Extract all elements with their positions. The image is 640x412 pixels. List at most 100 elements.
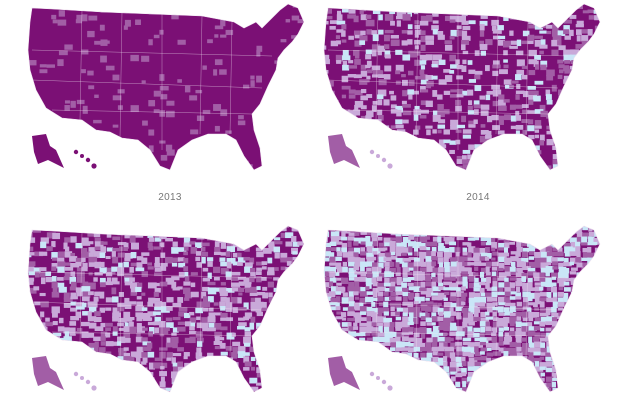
county-cell [195,331,203,338]
county-cell [599,154,600,161]
county-cell [588,145,595,150]
county-cell [426,246,431,251]
county-cell [539,321,546,327]
county-cell [395,286,404,293]
county-cell [232,397,240,400]
county-cell [581,89,587,96]
county-cell [557,291,564,297]
county-cell [390,306,395,312]
county-cell [237,287,245,293]
county-cell [183,227,191,234]
county-cell [166,322,174,329]
county-cell [551,336,560,342]
county-cell [462,227,469,234]
county-cell [341,242,347,250]
county-cell [594,60,600,66]
county-cell [105,65,115,71]
county-cell [444,241,454,245]
county-cell [521,391,528,392]
county-cell [521,144,530,152]
county-cell [105,322,113,327]
county-cell [533,14,538,19]
county-cell [184,312,191,319]
county-cell [33,391,42,392]
county-cell [383,247,388,251]
county-cell [384,227,391,232]
county-cell [557,332,565,339]
county-cell [491,286,498,291]
state-border [51,331,253,337]
county-cell [563,267,570,274]
county-cell [546,361,553,367]
county-cell [329,281,334,288]
county-cell [473,4,480,9]
county-cell [443,262,450,268]
county-cell [324,226,326,232]
county-cell [305,252,309,255]
county-cell [552,366,558,372]
county-cell [551,30,560,37]
county-cell [52,387,61,392]
county-cell [28,331,31,337]
county-cell [599,271,600,279]
county-cell [437,296,443,301]
county-cell [303,357,304,362]
county-cell [588,266,594,271]
county-cell [599,54,600,59]
county-cell [431,261,437,267]
county-cell [401,262,410,268]
county-cell [141,222,145,226]
county-cell [365,377,372,381]
county-cell [389,246,396,253]
county-cell [528,261,537,268]
county-cell [450,292,457,298]
county-cell [599,331,600,335]
county-cell [408,372,416,377]
county-cell [498,252,507,258]
county-cell [190,231,197,238]
county-cell [196,387,204,392]
county-cell [587,169,593,170]
county-cell [111,277,118,284]
county-cell [244,331,251,337]
county-cell [588,336,593,341]
county-cell [551,231,557,239]
county-cell [384,266,390,273]
county-cell [372,316,380,323]
county-cell [468,120,476,128]
county-cell [353,49,360,56]
county-cell [408,267,418,271]
county-cell [142,357,148,363]
county-cell [141,312,151,320]
county-cell [491,367,500,371]
county-cell [588,357,594,364]
county-cell [40,175,48,179]
county-cell [52,321,58,326]
county-cell [286,286,294,293]
county-cell [141,337,148,343]
county-cell [600,144,606,151]
county-cell [324,337,329,341]
county-cell [347,120,353,127]
county-cell [438,282,444,287]
county-cell [28,277,35,282]
county-cell [360,357,368,364]
county-cell [106,277,112,282]
county-cell [336,60,342,64]
county-cell [196,322,202,329]
county-cell [581,50,590,56]
county-cell [402,327,411,334]
county-cell [443,277,453,281]
county-cell [528,49,537,57]
county-cell [159,140,166,144]
county-cell [112,316,119,322]
county-cell [335,54,343,62]
county-cell [365,286,370,291]
county-cell [28,366,30,371]
county-cell [564,246,573,254]
county-cell [94,311,101,317]
county-cell [546,382,552,387]
county-cell [324,241,326,247]
county-cell [183,257,189,264]
county-cell [87,226,96,229]
